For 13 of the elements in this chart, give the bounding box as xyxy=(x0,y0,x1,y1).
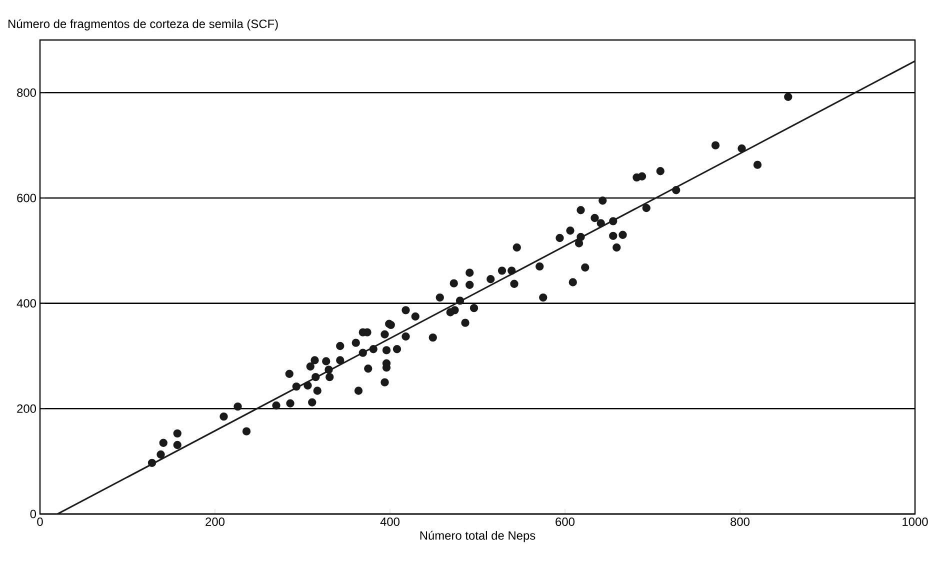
x-tick-label: 0 xyxy=(37,518,43,526)
x-tick-label: 1000 xyxy=(902,518,928,526)
y-tick-label: 600 xyxy=(17,194,36,202)
x-tick-label: 400 xyxy=(380,518,400,526)
x-tick-label: 200 xyxy=(206,518,225,526)
y-axis-title: Número de fragmentos de corteza de semila (SCF) xyxy=(8,19,278,30)
x-tick-label: 800 xyxy=(730,518,750,526)
y-tick-label: 400 xyxy=(16,299,36,308)
x-tick-label: 600 xyxy=(556,518,575,526)
y-tick-label: 200 xyxy=(17,404,36,413)
y-tick-label: 0 xyxy=(30,510,36,518)
x-axis-title: Número total de Neps xyxy=(420,530,536,542)
y-tick-label: 800 xyxy=(17,88,36,97)
